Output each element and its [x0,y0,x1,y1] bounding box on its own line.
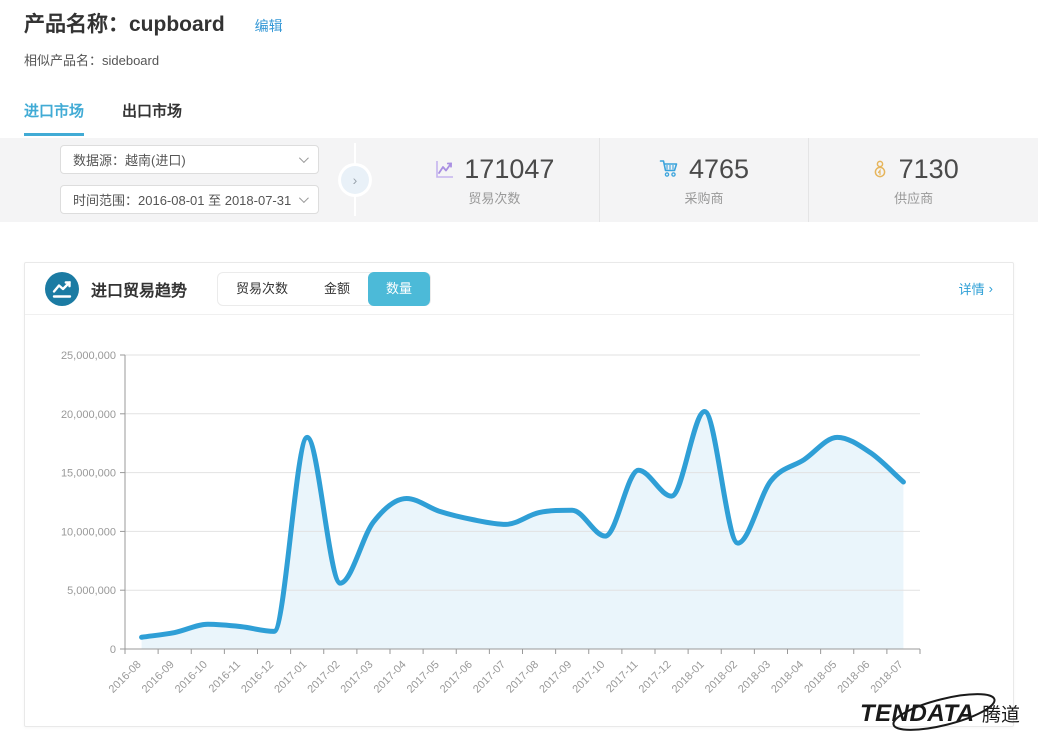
similar-product-label: 相似产品名：sideboard [24,53,160,68]
buyers-value: 4765 [688,153,750,184]
trend-card-title: 进口贸易趋势 [91,282,188,300]
svg-text:20,000,000: 20,000,000 [61,409,116,421]
svg-text:2018-02: 2018-02 [703,659,740,696]
svg-text:2018-04: 2018-04 [769,659,806,696]
svg-text:2017-11: 2017-11 [604,659,640,695]
chevron-down-icon [298,153,309,164]
toggle-quantity[interactable]: 数量 [368,271,431,306]
svg-text:2017-06: 2017-06 [438,659,475,696]
medal-icon [874,160,885,178]
svg-text:15,000,000: 15,000,000 [61,468,116,480]
metric-toggle-group: 贸易次数 金额 数量 [217,271,432,306]
svg-text:25,000,000: 25,000,000 [61,350,116,362]
chevron-right-icon: › [352,172,358,188]
data-source-value: 数据源：越南(进口) [73,153,186,168]
svg-text:2016-10: 2016-10 [173,659,210,696]
trend-card-header: 进口贸易趋势 贸易次数 金额 数量 详情 › [25,263,1013,315]
date-range-value: 时间范围：2016-08-01 至 2018-07-31 [73,193,292,208]
stat-suppliers: 7130 供应商 [808,138,1018,222]
trade-count-label: 贸易次数 [468,190,521,206]
trend-area-chart[interactable]: 0 5,000,000 10,000,000 15,000,000 20,000,000… [25,315,1013,720]
svg-text:2018-05: 2018-05 [802,659,839,696]
svg-text:2016-11: 2016-11 [207,659,243,695]
edit-link[interactable]: 编辑 [254,18,283,34]
data-source-dropdown[interactable]: 数据源：越南(进口) [60,145,319,174]
svg-text:2017-04: 2017-04 [372,659,409,696]
page-title: 产品名称：cupboard [24,13,225,36]
line-chart-icon [436,161,454,178]
svg-text:2017-09: 2017-09 [537,659,574,696]
detail-link-label: 详情 [958,282,985,297]
svg-text:2018-03: 2018-03 [736,659,773,696]
svg-text:0: 0 [110,644,116,656]
svg-text:2017-01: 2017-01 [272,659,309,696]
svg-text:5,000,000: 5,000,000 [67,585,116,597]
detail-link[interactable]: 详情 › [959,279,993,298]
svg-text:2017-07: 2017-07 [471,659,508,696]
date-range-dropdown[interactable]: 时间范围：2016-08-01 至 2018-07-31 [60,185,319,214]
svg-text:2017-12: 2017-12 [637,659,674,696]
svg-text:10,000,000: 10,000,000 [61,526,116,538]
tendata-logo: TENDATA 腾道 [858,687,1024,744]
stat-trade-count: 171047 贸易次数 [390,138,599,222]
suppliers-label: 供应商 [894,190,934,206]
chevron-down-icon [298,193,309,204]
svg-text:2017-05: 2017-05 [405,659,442,696]
trend-chart-icon [45,271,79,306]
toggle-trade-count[interactable]: 贸易次数 [236,280,289,296]
stats-row: 171047 贸易次数 4765 采购商 [390,138,1018,222]
tab-export-market[interactable]: 出口市场 [122,103,183,120]
svg-text:2017-03: 2017-03 [339,659,376,696]
svg-text:2016-09: 2016-09 [140,659,177,696]
trade-count-value: 171047 [464,153,555,184]
stat-buyers: 4765 采购商 [598,138,809,222]
product-header: 产品名称：cupboard 编辑 [24,8,283,38]
svg-text:2016-08: 2016-08 [107,659,144,696]
toggle-amount[interactable]: 金额 [324,280,351,296]
suppliers-value: 7130 [898,153,959,184]
cart-icon [659,160,678,177]
svg-text:2017-08: 2017-08 [504,659,541,696]
svg-text:2016-12: 2016-12 [239,659,276,696]
market-tabs: 进口市场 出口市场 [24,100,182,136]
logo-swoosh [892,693,996,731]
import-trend-card: 进口贸易趋势 贸易次数 金额 数量 详情 › 0 5,000,000 10,000,… [24,262,1014,727]
tab-import-market[interactable]: 进口市场 [24,100,85,136]
chevron-right-icon: › [988,281,993,296]
buyers-label: 采购商 [684,190,724,206]
svg-text:2018-01: 2018-01 [670,659,707,696]
logo-brand-text: TENDATA [860,700,975,727]
logo-brand-cn: 腾道 [982,704,1020,726]
svg-text:2017-02: 2017-02 [305,659,342,696]
collapse-expander-button[interactable]: › [341,166,369,194]
filter-bar: 数据源：越南(进口) 时间范围：2016-08-01 至 2018-07-31 … [0,138,1038,222]
svg-text:2017-10: 2017-10 [570,659,607,696]
